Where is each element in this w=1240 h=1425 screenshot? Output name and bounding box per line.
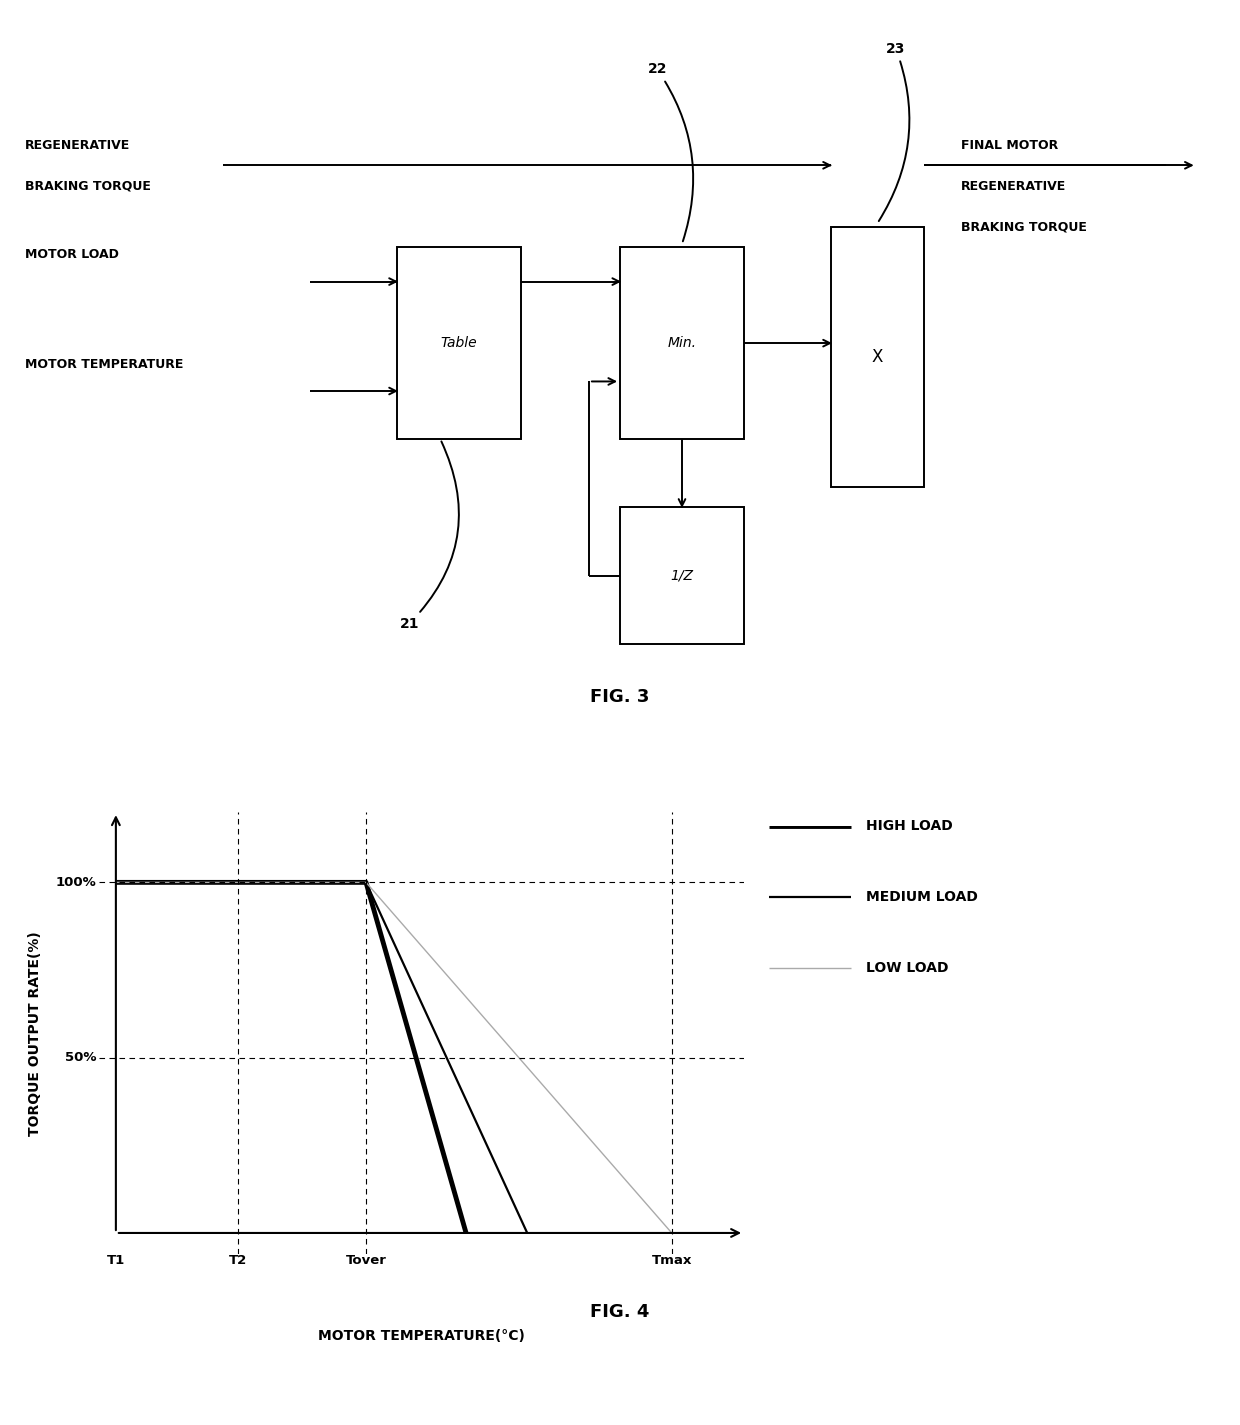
Text: MOTOR TEMPERATURE(°C): MOTOR TEMPERATURE(°C)	[319, 1330, 525, 1344]
Text: 1/Z: 1/Z	[671, 569, 693, 583]
Text: FIG. 3: FIG. 3	[590, 688, 650, 705]
Text: T1: T1	[107, 1254, 125, 1267]
Text: Min.: Min.	[667, 336, 697, 351]
Text: BRAKING TORQUE: BRAKING TORQUE	[961, 221, 1087, 234]
Text: 50%: 50%	[64, 1052, 97, 1064]
Text: LOW LOAD: LOW LOAD	[866, 960, 949, 975]
Text: 100%: 100%	[56, 876, 97, 889]
Text: TORQUE OUTPUT RATE(%): TORQUE OUTPUT RATE(%)	[27, 931, 42, 1136]
Text: MOTOR LOAD: MOTOR LOAD	[25, 248, 119, 261]
Text: 21: 21	[399, 442, 459, 631]
Text: MOTOR TEMPERATURE: MOTOR TEMPERATURE	[25, 358, 184, 370]
Text: 22: 22	[647, 63, 693, 241]
Text: T2: T2	[229, 1254, 247, 1267]
Bar	[831, 227, 924, 487]
Text: FIG. 4: FIG. 4	[590, 1302, 650, 1321]
Text: REGENERATIVE: REGENERATIVE	[961, 180, 1066, 192]
Text: FINAL MOTOR: FINAL MOTOR	[961, 138, 1058, 151]
Text: Tmax: Tmax	[651, 1254, 692, 1267]
Bar	[620, 248, 744, 439]
Text: 23: 23	[879, 41, 909, 221]
Bar	[620, 507, 744, 644]
Text: MEDIUM LOAD: MEDIUM LOAD	[866, 891, 977, 903]
Text: Table: Table	[440, 336, 477, 351]
Text: BRAKING TORQUE: BRAKING TORQUE	[25, 180, 151, 192]
Bar	[397, 248, 521, 439]
Text: Tover: Tover	[346, 1254, 387, 1267]
Text: REGENERATIVE: REGENERATIVE	[25, 138, 130, 151]
Text: X: X	[872, 348, 883, 366]
Text: HIGH LOAD: HIGH LOAD	[866, 819, 952, 834]
